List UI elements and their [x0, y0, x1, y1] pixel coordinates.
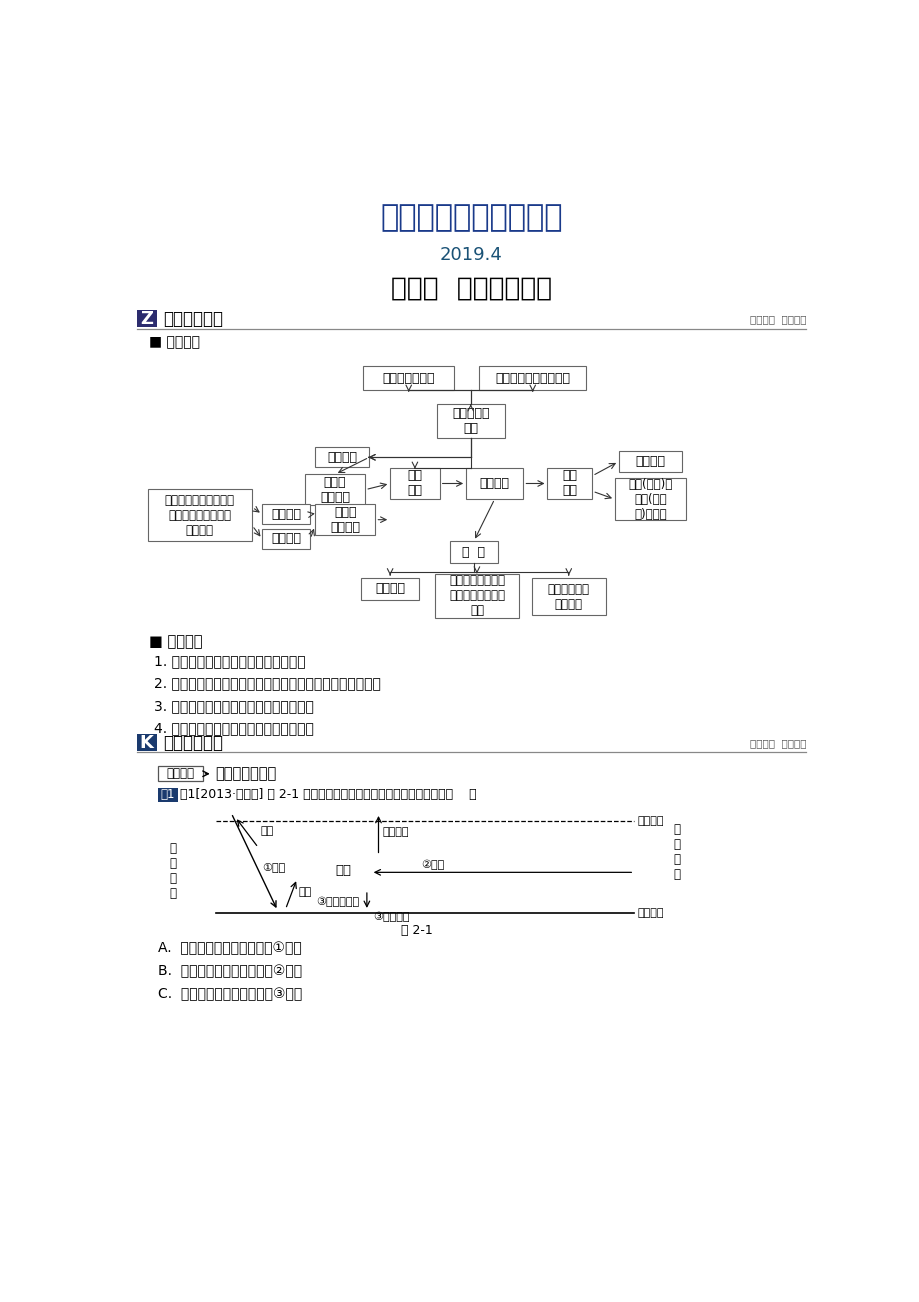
Text: 命题点一: 命题点一	[166, 767, 194, 780]
FancyBboxPatch shape	[304, 474, 365, 505]
Text: C.  可吸入颗粒物增加，会使③增加: C. 可吸入颗粒物增加，会使③增加	[157, 987, 301, 1001]
Text: 大气上界: 大气上界	[637, 816, 664, 825]
Text: 气  候: 气 候	[462, 546, 485, 559]
Text: ①吸收: ①吸收	[262, 862, 285, 872]
Text: 例1: 例1	[160, 789, 175, 802]
Text: 大气: 大气	[335, 865, 351, 878]
FancyBboxPatch shape	[614, 478, 686, 521]
Text: 三圈环流: 三圈环流	[271, 508, 301, 521]
FancyBboxPatch shape	[361, 578, 418, 600]
Text: 大气的受热过程: 大气的受热过程	[216, 767, 277, 781]
Text: 季风环流: 季风环流	[271, 533, 301, 546]
Text: 全球气候变化
及其影响: 全球气候变化 及其影响	[547, 583, 589, 611]
Text: 全球性
大气运动: 全球性 大气运动	[330, 505, 359, 534]
Text: 世界主要气候类型
及其分布、特征和
成因: 世界主要气候类型 及其分布、特征和 成因	[448, 574, 505, 617]
Text: Z: Z	[141, 310, 153, 328]
Text: 3. 锋面、低压、高压等天气系统的特点。: 3. 锋面、低压、高压等天气系统的特点。	[153, 699, 313, 713]
Text: 反射: 反射	[260, 825, 274, 836]
Text: 太
阳
辐
射: 太 阳 辐 射	[169, 842, 176, 900]
FancyBboxPatch shape	[435, 574, 518, 618]
Text: 大气对地面的保温作用: 大气对地面的保温作用	[494, 371, 570, 384]
FancyBboxPatch shape	[531, 578, 605, 615]
Text: 最新地理精品教学资料: 最新地理精品教学资料	[380, 203, 562, 232]
FancyBboxPatch shape	[466, 469, 523, 499]
Text: ③地面吸收: ③地面吸收	[373, 911, 409, 922]
FancyBboxPatch shape	[137, 734, 156, 751]
FancyBboxPatch shape	[547, 469, 592, 499]
Text: 锋与天气: 锋与天气	[635, 454, 664, 467]
Text: 2. 全球气压带、风带的分布、移动规律及其对气候的影响。: 2. 全球气压带、风带的分布、移动规律及其对气候的影响。	[153, 677, 380, 690]
FancyBboxPatch shape	[479, 366, 585, 391]
Text: B.  二氧化碳浓度降低，会使②减少: B. 二氧化碳浓度降低，会使②减少	[157, 963, 301, 978]
Text: 2019.4: 2019.4	[439, 246, 503, 264]
Text: A.  臭氧层遭到破坏，会导致①增加: A. 臭氧层遭到破坏，会导致①增加	[157, 941, 301, 954]
Text: ②吸收: ②吸收	[421, 859, 444, 870]
Text: 专题体系构建: 专题体系构建	[163, 310, 222, 328]
Text: 地
面
辐
射: 地 面 辐 射	[673, 823, 680, 880]
Text: 反射: 反射	[299, 888, 312, 897]
Text: 大气运动: 大气运动	[479, 477, 509, 490]
Text: 天气
系统: 天气 系统	[562, 470, 577, 497]
Text: 4. 气候类型分布及全球气候变化的影响。: 4. 气候类型分布及全球气候变化的影响。	[153, 721, 313, 736]
FancyBboxPatch shape	[157, 789, 177, 802]
FancyBboxPatch shape	[449, 542, 497, 562]
Text: 大气的热力
状况: 大气的热力 状况	[451, 408, 489, 435]
Text: K: K	[140, 734, 153, 753]
Text: ■ 核心提炼: ■ 核心提炼	[149, 634, 202, 648]
Text: 大气的
水平运动: 大气的 水平运动	[320, 475, 350, 504]
Text: 图 2-1: 图 2-1	[401, 924, 433, 937]
FancyBboxPatch shape	[618, 452, 682, 471]
Text: ■ 搭建体系: ■ 搭建体系	[149, 336, 200, 349]
Text: 例1[2013·北京卷] 图 2-1 为地球大气受热过程示意图。读图，大气中（    ）: 例1[2013·北京卷] 图 2-1 为地球大气受热过程示意图。读图，大气中（ …	[180, 789, 476, 802]
FancyBboxPatch shape	[390, 469, 439, 499]
Text: 考点归纳总结: 考点归纳总结	[163, 734, 222, 753]
Text: 地球表面: 地球表面	[637, 909, 664, 918]
Text: 专题二  大气运动规律: 专题二 大气运动规律	[391, 276, 551, 302]
Text: 1. 大气受热过程，热力环流及其影响。: 1. 大气受热过程，热力环流及其影响。	[153, 655, 305, 668]
FancyBboxPatch shape	[363, 366, 454, 391]
Text: 气压带、风带的形成、
分布和移动及其对气
候的影响: 气压带、风带的形成、 分布和移动及其对气 候的影响	[165, 493, 234, 536]
Text: 低压(气旋)、
高压(反气
旋)与天气: 低压(气旋)、 高压(反气 旋)与天气	[628, 478, 672, 521]
Text: 运动
形式: 运动 形式	[407, 470, 422, 497]
FancyBboxPatch shape	[137, 310, 156, 327]
Text: 体系构建  提纲掣领: 体系构建 提纲掣领	[749, 314, 805, 324]
FancyBboxPatch shape	[147, 488, 252, 542]
FancyBboxPatch shape	[262, 504, 310, 525]
FancyBboxPatch shape	[437, 404, 505, 437]
Text: 大气的受热过程: 大气的受热过程	[382, 371, 435, 384]
Text: 影响因素: 影响因素	[375, 582, 404, 595]
Text: ③大气逆辐射: ③大气逆辐射	[316, 897, 359, 906]
Text: 热力环流: 热力环流	[327, 450, 357, 464]
FancyBboxPatch shape	[262, 529, 310, 549]
Text: 考点研析  遴法悟道: 考点研析 遴法悟道	[749, 738, 805, 747]
FancyBboxPatch shape	[314, 448, 369, 467]
FancyBboxPatch shape	[157, 766, 202, 781]
FancyBboxPatch shape	[314, 504, 375, 535]
Text: 大气辐射: 大气辐射	[382, 827, 408, 837]
